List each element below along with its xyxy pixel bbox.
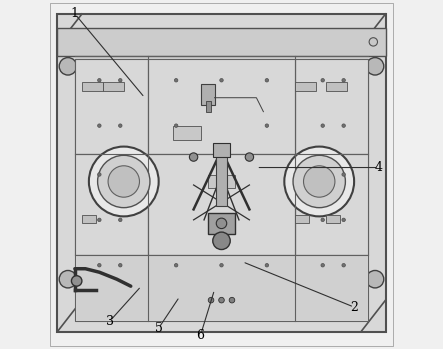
Circle shape (97, 79, 101, 82)
Bar (201, 84, 214, 105)
Circle shape (216, 218, 227, 229)
Bar (207, 174, 236, 188)
Text: 6: 6 (197, 328, 205, 342)
Circle shape (366, 270, 384, 288)
Circle shape (119, 263, 122, 267)
Circle shape (321, 173, 324, 176)
Bar (216, 150, 227, 206)
Bar (75, 59, 148, 154)
Circle shape (97, 124, 101, 127)
Circle shape (97, 218, 101, 222)
Circle shape (119, 79, 122, 82)
Bar (103, 82, 124, 91)
Bar (295, 215, 309, 223)
Bar (148, 255, 295, 321)
Circle shape (175, 79, 178, 82)
Bar (58, 28, 385, 56)
Circle shape (321, 79, 324, 82)
Text: 3: 3 (106, 314, 114, 328)
Bar (213, 143, 230, 157)
Circle shape (342, 218, 346, 222)
Bar (326, 215, 340, 223)
Circle shape (369, 38, 377, 46)
Circle shape (265, 263, 268, 267)
Bar (295, 255, 368, 321)
Circle shape (108, 166, 140, 197)
Circle shape (220, 263, 223, 267)
Bar (295, 154, 368, 255)
Circle shape (265, 79, 268, 82)
Circle shape (97, 155, 150, 208)
Circle shape (265, 124, 268, 127)
Circle shape (293, 155, 346, 208)
Bar (82, 82, 103, 91)
Text: 4: 4 (374, 161, 383, 174)
Bar (295, 82, 316, 91)
Circle shape (119, 218, 122, 222)
Bar (295, 59, 368, 154)
Bar (173, 126, 201, 140)
Bar (206, 101, 211, 112)
Circle shape (97, 173, 101, 176)
Bar (75, 154, 148, 255)
Circle shape (342, 173, 346, 176)
Circle shape (321, 263, 324, 267)
Circle shape (59, 58, 77, 75)
Circle shape (342, 124, 346, 127)
Circle shape (284, 147, 354, 216)
Bar (75, 255, 148, 321)
Bar (82, 215, 96, 223)
Bar (75, 59, 368, 255)
Circle shape (213, 232, 230, 250)
Bar (326, 82, 347, 91)
Text: 1: 1 (71, 7, 79, 21)
Circle shape (366, 58, 384, 75)
Circle shape (245, 153, 253, 161)
Circle shape (342, 79, 346, 82)
Circle shape (220, 79, 223, 82)
Text: 5: 5 (155, 321, 163, 335)
Text: 2: 2 (350, 300, 358, 314)
Circle shape (119, 124, 122, 127)
Circle shape (190, 153, 198, 161)
Bar (148, 59, 295, 154)
Bar (207, 213, 236, 234)
Circle shape (175, 263, 178, 267)
Circle shape (208, 297, 214, 303)
Circle shape (175, 124, 178, 127)
Circle shape (321, 218, 324, 222)
Circle shape (321, 124, 324, 127)
Circle shape (342, 263, 346, 267)
Circle shape (303, 166, 335, 197)
Circle shape (97, 263, 101, 267)
Bar (148, 154, 295, 255)
Circle shape (71, 276, 82, 286)
Bar (75, 255, 368, 321)
Circle shape (219, 297, 224, 303)
Circle shape (59, 270, 77, 288)
Circle shape (89, 147, 159, 216)
Circle shape (229, 297, 235, 303)
